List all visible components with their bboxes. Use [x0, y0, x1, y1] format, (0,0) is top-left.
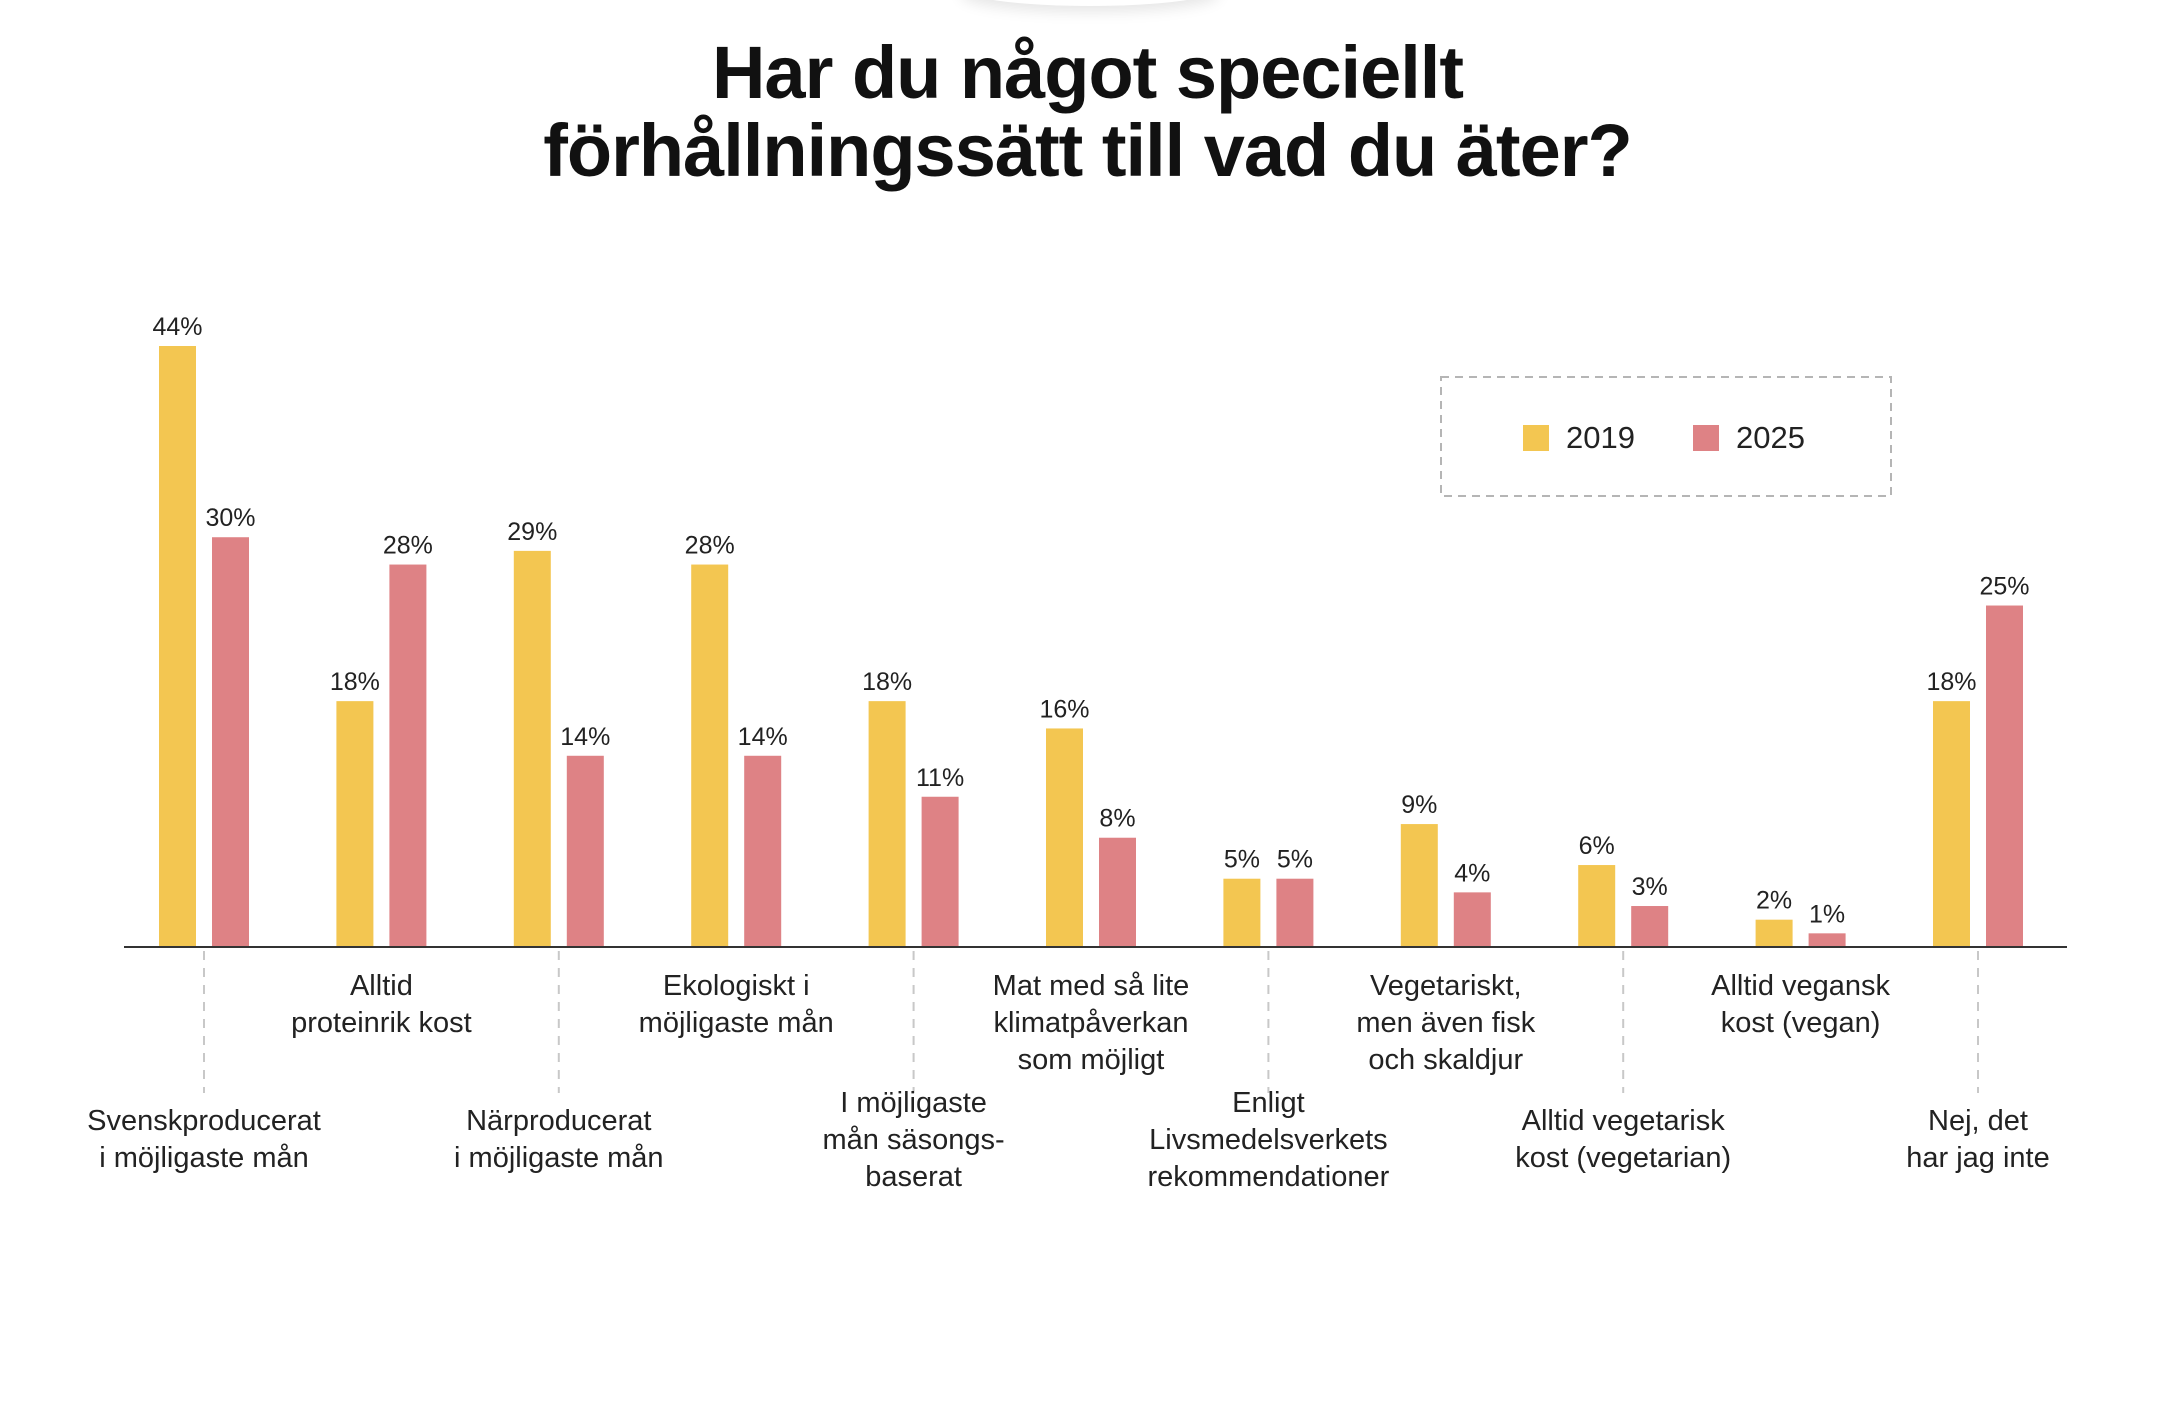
bar-2019-5: [868, 701, 906, 947]
bar-2019-7: [1223, 878, 1261, 947]
value-label-2025-2: 28%: [383, 532, 433, 560]
bar-2019-1: [159, 346, 196, 947]
bar-2025-1: [212, 537, 249, 947]
value-label-2019-10: 2%: [1756, 887, 1792, 915]
bar-2025-2: [389, 564, 427, 947]
chart-title: Har du något speciellt förhållningssätt …: [0, 34, 2175, 190]
legend-label-2019: 2019: [1566, 420, 1635, 455]
value-label-2025-1: 30%: [205, 504, 255, 532]
bar-2025-7: [1276, 878, 1314, 947]
category-label-1: Svenskproducerat i möjligaste mån: [87, 1105, 321, 1174]
category-label-4: Ekologiskt i möjligaste mån: [639, 970, 834, 1039]
value-label-2019-7: 5%: [1224, 846, 1260, 874]
bar-2025-11: [1986, 605, 2023, 947]
bars-layer: [159, 346, 2023, 947]
value-label-2019-4: 28%: [685, 532, 735, 560]
axis-layer: [124, 946, 2067, 1093]
legend-swatch-2019: [1523, 425, 1549, 451]
bar-2019-9: [1578, 865, 1616, 947]
category-label-3: Närproducerat i möjligaste mån: [454, 1105, 664, 1174]
bar-2019-6: [1046, 728, 1083, 947]
bar-2025-5: [921, 796, 959, 947]
legend-label-2025: 2025: [1736, 420, 1805, 455]
value-label-2025-10: 1%: [1809, 900, 1845, 928]
category-label-9: Alltid vegetarisk kost (vegetarian): [1515, 1105, 1731, 1174]
value-label-2025-6: 8%: [1099, 805, 1135, 833]
value-label-2019-11: 18%: [1926, 668, 1976, 696]
value-labels-layer: 44% 30% 18% 28% 29% 14% 28% 14% 18% 11% 16% 8% 5% 5% 9…: [152, 313, 2029, 928]
value-label-2019-3: 29%: [507, 518, 557, 546]
value-label-2025-4: 14%: [738, 723, 788, 751]
value-label-2025-5: 11%: [916, 764, 964, 792]
bar-2019-8: [1400, 824, 1438, 947]
value-label-2019-8: 9%: [1401, 791, 1437, 819]
bar-2019-3: [513, 550, 551, 947]
legend-swatch-2025: [1693, 425, 1719, 451]
value-label-2019-5: 18%: [862, 668, 912, 696]
bar-2025-9: [1631, 906, 1669, 947]
bar-2025-10: [1808, 933, 1846, 947]
legend: 2019 2025: [1440, 376, 1892, 497]
value-label-2025-11: 25%: [1979, 573, 2029, 601]
value-label-2019-1: 44%: [152, 313, 202, 341]
category-label-5: I möjligaste mån säsongs-baserat: [823, 1087, 1005, 1193]
value-label-2025-3: 14%: [560, 723, 610, 751]
bar-2025-6: [1099, 837, 1136, 947]
category-labels-layer: Svenskproducerat i möjligaste mån Alltid pr…: [87, 970, 2050, 1193]
category-label-11: Nej, det har jag inte: [1906, 1105, 2050, 1174]
value-label-2019-2: 18%: [330, 668, 380, 696]
bar-2019-4: [691, 564, 729, 947]
value-label-2025-7: 5%: [1277, 846, 1313, 874]
category-label-8: Vegetariskt, men även fisk och skaldjur: [1356, 970, 1535, 1076]
chart-title-line-2: förhållningssätt till vad du äter?: [543, 109, 1632, 192]
category-label-6: Mat med så lite klimatpåverkan som möjligt: [993, 970, 1190, 1076]
bar-2019-11: [1933, 701, 1970, 947]
value-label-2019-6: 16%: [1039, 695, 1089, 723]
category-label-10: Alltid vegansk kost (vegan): [1711, 970, 1890, 1039]
category-label-2: Alltid proteinrik kost: [291, 970, 472, 1039]
category-label-7: Enligt Livsmedelsverkets rekommendationer: [1148, 1087, 1390, 1193]
value-label-2025-8: 4%: [1454, 859, 1490, 887]
value-label-2025-9: 3%: [1632, 873, 1668, 901]
value-label-2019-9: 6%: [1579, 832, 1615, 860]
bar-2019-10: [1755, 919, 1793, 947]
bar-2025-3: [566, 755, 604, 947]
legend-box: [1440, 376, 1892, 497]
bar-2019-2: [336, 701, 374, 947]
bar-2025-4: [744, 755, 782, 947]
bar-2025-8: [1453, 892, 1491, 947]
chart-title-line-1: Har du något speciellt: [711, 31, 1464, 114]
